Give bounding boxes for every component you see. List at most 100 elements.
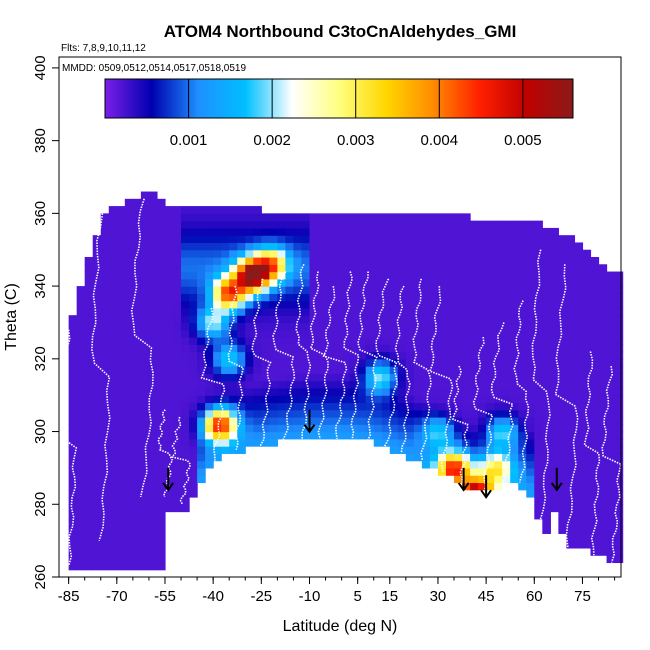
- heatmap-cell: [124, 278, 134, 287]
- heatmap-cell: [486, 453, 495, 462]
- heatmap-cell: [429, 220, 439, 229]
- heatmap-cell: [92, 424, 102, 433]
- heatmap-cell: [478, 351, 487, 360]
- heatmap-cell: [132, 329, 142, 338]
- heatmap-cell: [478, 358, 487, 367]
- heatmap-cell: [486, 337, 495, 345]
- heatmap-cell: [550, 358, 559, 367]
- heatmap-cell: [317, 337, 327, 345]
- heatmap-cell: [405, 264, 415, 273]
- heatmap-cell: [349, 235, 359, 244]
- heatmap-cell: [462, 380, 471, 389]
- heatmap-cell: [108, 206, 118, 214]
- heatmap-cell: [341, 293, 351, 302]
- heatmap-cell: [397, 358, 407, 367]
- flight-profile-trace: [295, 263, 312, 439]
- heatmap-cell: [132, 467, 142, 476]
- heatmap-cell: [108, 366, 118, 374]
- heatmap-cell: [132, 518, 142, 527]
- heatmap-cell: [148, 526, 158, 534]
- heatmap-cell: [108, 235, 118, 244]
- heatmap-cell: [405, 417, 415, 425]
- heatmap-cell: [221, 206, 230, 214]
- heatmap-cell: [437, 242, 447, 251]
- heatmap-cell: [148, 249, 158, 258]
- heatmap-cell: [429, 329, 439, 338]
- heatmap-cell: [229, 264, 238, 273]
- heatmap-cell: [526, 293, 535, 302]
- heatmap-cell: [197, 366, 206, 374]
- x-tick-label: -25: [250, 588, 272, 605]
- heatmap-cell: [76, 402, 86, 411]
- heatmap-cell: [590, 366, 600, 374]
- heatmap-cell: [486, 235, 495, 244]
- heatmap-cell: [542, 293, 551, 302]
- heatmap-cell: [148, 446, 158, 454]
- heatmap-cell: [381, 402, 391, 411]
- heatmap-cell: [437, 446, 447, 454]
- heatmap-cell: [510, 438, 519, 447]
- heatmap-cell: [357, 257, 367, 265]
- heatmap-cell: [445, 366, 455, 374]
- heatmap-cell: [261, 264, 270, 273]
- heatmap-cell: [445, 264, 455, 273]
- heatmap-cell: [68, 417, 78, 425]
- heatmap-cell: [421, 380, 431, 389]
- heatmap-cell: [510, 373, 519, 382]
- heatmap-cell: [156, 293, 166, 302]
- heatmap-cell: [124, 460, 134, 469]
- heatmap-cell: [100, 497, 110, 505]
- heatmap-cell: [92, 482, 102, 491]
- heatmap-cell: [221, 431, 230, 440]
- heatmap-cell: [325, 220, 335, 229]
- heatmap-cell: [285, 249, 295, 258]
- heatmap-cell: [100, 249, 110, 258]
- flight-profile-trace: [157, 409, 174, 498]
- heatmap-cell: [574, 482, 584, 491]
- heatmap-cell: [381, 278, 391, 287]
- heatmap-cell: [445, 307, 455, 316]
- heatmap-cell: [598, 547, 608, 556]
- heatmap-cell: [502, 446, 511, 454]
- heatmap-cell: [237, 206, 246, 214]
- heatmap-cell: [558, 489, 568, 498]
- heatmap-cell: [542, 257, 551, 265]
- heatmap-cell: [100, 213, 110, 222]
- heatmap-cell: [261, 366, 270, 374]
- heatmap-cell: [116, 366, 126, 374]
- heatmap-cell: [413, 307, 423, 316]
- heatmap-cell: [405, 278, 415, 287]
- heatmap-cell: [614, 438, 624, 447]
- heatmap-cell: [100, 271, 110, 280]
- heatmap-cell: [510, 278, 519, 287]
- heatmap-cell: [245, 206, 254, 214]
- y-tick-label: 280: [32, 492, 49, 517]
- heatmap-cell: [606, 329, 616, 338]
- heatmap-cell: [550, 235, 559, 244]
- heatmap-cell: [413, 227, 423, 236]
- heatmap-cell: [405, 286, 415, 294]
- heatmap-cell: [100, 337, 110, 345]
- heatmap-cell: [582, 518, 592, 527]
- heatmap-cell: [84, 344, 94, 353]
- heatmap-cell: [566, 417, 576, 425]
- heatmap-cell: [598, 387, 608, 396]
- heatmap-cell: [606, 526, 616, 534]
- heatmap-cell: [454, 402, 463, 411]
- heatmap-cell: [566, 286, 576, 294]
- heatmap-cell: [510, 220, 519, 229]
- heatmap-cell: [429, 453, 439, 462]
- heatmap-cell: [68, 402, 78, 411]
- heatmap-cell: [124, 489, 134, 498]
- heatmap-cell: [164, 329, 174, 338]
- heatmap-cell: [486, 380, 495, 389]
- heatmap-cell: [550, 453, 559, 462]
- heatmap-cell: [76, 562, 86, 571]
- heatmap-cell: [462, 387, 471, 396]
- heatmap-cell: [478, 402, 487, 411]
- x-tick-label: -70: [106, 588, 128, 605]
- heatmap-cell: [164, 213, 174, 222]
- heatmap-cell: [148, 547, 158, 556]
- heatmap-cell: [542, 278, 551, 287]
- heatmap-cell: [365, 227, 375, 236]
